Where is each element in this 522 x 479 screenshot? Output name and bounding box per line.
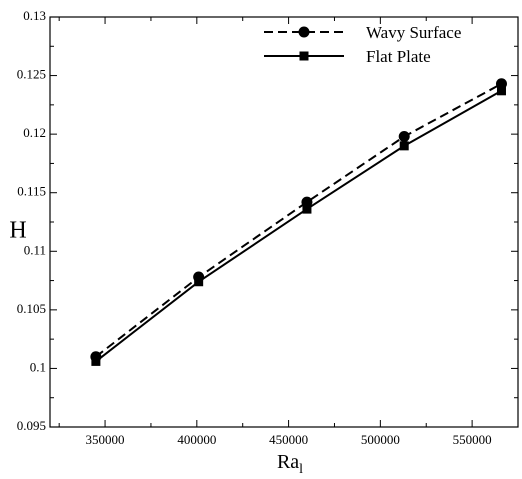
series-0 bbox=[90, 78, 507, 363]
series-line bbox=[95, 89, 502, 363]
data-point bbox=[496, 86, 506, 96]
x-axis-label: Ral bbox=[277, 451, 303, 477]
x-axis-ticks: 350000 400000 450000 500000 550000 bbox=[58, 17, 492, 447]
legend: Wavy Surface Flat Plate bbox=[264, 23, 461, 66]
data-point bbox=[399, 141, 409, 151]
x-tick-label: 550000 bbox=[453, 432, 492, 447]
y-tick-label: 0.13 bbox=[23, 8, 46, 23]
x-axis-label-subscript: l bbox=[299, 462, 303, 477]
legend-marker bbox=[299, 51, 309, 61]
legend-marker bbox=[298, 26, 310, 38]
y-tick-label: 0.095 bbox=[17, 418, 46, 433]
x-tick-label: 400000 bbox=[177, 432, 216, 447]
x-axis-label-main: Ra bbox=[277, 451, 299, 473]
y-tick-label: 0.105 bbox=[17, 301, 46, 316]
y-tick-label: 0.125 bbox=[17, 67, 46, 82]
series-layer bbox=[90, 78, 507, 366]
x-tick-label: 500000 bbox=[361, 432, 400, 447]
series-1 bbox=[91, 86, 506, 366]
y-axis-label: H bbox=[9, 218, 26, 244]
y-tick-label: 0.11 bbox=[24, 242, 46, 257]
x-tick-label: 450000 bbox=[269, 432, 308, 447]
y-tick-label: 0.1 bbox=[30, 359, 46, 374]
x-tick-label: 350000 bbox=[86, 432, 125, 447]
data-point bbox=[194, 277, 204, 287]
y-tick-label: 0.12 bbox=[23, 125, 46, 140]
y-axis-ticks: 0.095 0.1 0.105 0.11 0.115 0.12 0.125 0.13 bbox=[17, 8, 518, 433]
data-point bbox=[302, 204, 312, 214]
axes bbox=[49, 16, 519, 428]
data-point bbox=[398, 130, 410, 142]
legend-label: Flat Plate bbox=[366, 47, 431, 66]
series-line bbox=[95, 82, 502, 358]
legend-label: Wavy Surface bbox=[366, 23, 461, 42]
y-tick-label: 0.115 bbox=[17, 184, 46, 199]
plot-frame bbox=[49, 16, 519, 428]
data-point bbox=[91, 356, 101, 366]
